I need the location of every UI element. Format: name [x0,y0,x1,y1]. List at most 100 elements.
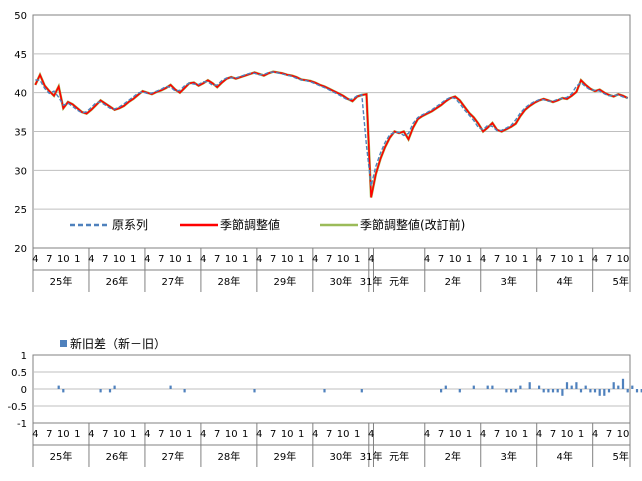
x-month-label: 7 [158,429,164,440]
diff-bar [598,389,601,396]
diff-bar [584,385,587,389]
diff-bar [323,389,326,393]
diff-bar [253,389,256,393]
x-year-label: 28年 [218,275,241,288]
series-line-seasonally-adjusted [34,70,629,198]
x-month-label: 4 [144,254,150,265]
diff-bar [607,389,611,393]
y-tick-label: 30 [14,166,27,177]
y-tick-label: 40 [14,89,27,100]
y-tick-label: -0.5 [7,402,27,413]
x-month-label: 7 [606,429,612,440]
x-month-label: 4 [424,429,430,440]
x-month-label: 10 [113,429,126,440]
x-year-label: 29年 [273,275,296,288]
x-month-label: 7 [326,254,332,265]
x-year-label: 2年 [445,275,461,288]
x-month-label: 10 [113,254,126,265]
x-month-label: 4 [200,429,206,440]
x-month-label: 7 [326,429,332,440]
diff-bar [472,385,475,389]
x-year-label: 3年 [501,275,517,288]
diff-bar [547,389,550,393]
x-year-label: 26年 [106,275,129,288]
diff-bar [556,389,559,393]
diff-bar [593,389,597,393]
x-month-label: 1 [74,429,80,440]
x-month-label: 10 [169,429,182,440]
x-month-label: 10 [225,429,238,440]
y-tick-label: 25 [14,205,27,216]
diff-bar [108,389,112,393]
x-month-label: 10 [561,429,574,440]
diff-bar [561,389,564,396]
x-month-label: 1 [578,429,584,440]
y-tick-label: 35 [14,128,27,139]
x-month-label: 4 [312,254,318,265]
x-month-label: 1 [74,254,80,265]
diff-bar [538,385,541,389]
x-month-label: 10 [337,254,350,265]
x-year-label: 28年 [218,450,241,463]
diff-bar [542,389,545,393]
x-year-label: 29年 [273,450,296,463]
x-month-label: 7 [438,254,444,265]
diff-bar [113,385,116,389]
x-year-label: 5年 [612,275,628,288]
x-month-label: 4 [536,429,542,440]
y-tick-label: 0.5 [11,368,27,379]
legend-swatch [60,340,67,347]
x-month-label: 1 [298,254,304,265]
x-month-label: 7 [158,254,164,265]
diff-bar [183,389,186,393]
x-month-label: 10 [57,429,70,440]
diff-bar [589,389,592,393]
diff-bar [510,389,513,393]
x-month-label: 1 [186,254,192,265]
x-month-label: 4 [536,254,542,265]
x-month-label: 7 [270,429,276,440]
x-month-label: 1 [130,254,136,265]
x-month-label: 10 [449,429,462,440]
y-tick-label: 45 [14,50,27,61]
x-month-label: 4 [480,254,486,265]
diff-bar [444,385,447,389]
x-month-label: 10 [225,254,238,265]
diff-bar [621,378,625,389]
diff-bar [169,385,172,389]
diff-bar [440,389,443,393]
x-month-label: 4 [592,429,598,440]
x-month-label: 4 [368,254,374,265]
x-month-label: 7 [550,254,556,265]
x-month-label: 7 [46,429,52,440]
x-month-label: 1 [354,429,360,440]
diff-bar [617,385,620,389]
x-year-label: 31年 [360,450,383,463]
x-month-label: 4 [424,254,430,265]
x-month-label: 10 [281,254,294,265]
y-tick-label: -1 [17,419,27,430]
x-month-label: 1 [354,254,360,265]
diff-bar [514,389,517,393]
series-line-original [35,71,628,187]
x-year-label: 元年 [389,275,409,288]
diff-bar [491,385,494,389]
diff-bar [519,385,522,389]
x-month-label: 10 [449,254,462,265]
x-month-label: 7 [102,429,108,440]
x-year-label: 2年 [445,450,461,463]
x-month-label: 10 [169,254,182,265]
legend-label: 季節調整値 [220,217,280,232]
x-month-label: 7 [494,429,500,440]
x-month-label: 7 [102,254,108,265]
x-month-label: 7 [270,254,276,265]
diff-bar [570,385,573,389]
y-tick-label: 50 [14,11,27,22]
x-year-label: 27年 [162,450,185,463]
x-month-label: 10 [337,429,350,440]
y-tick-label: 1 [21,351,27,362]
x-month-label: 7 [46,254,52,265]
x-month-label: 1 [466,429,472,440]
x-year-label: 31年 [360,275,383,288]
